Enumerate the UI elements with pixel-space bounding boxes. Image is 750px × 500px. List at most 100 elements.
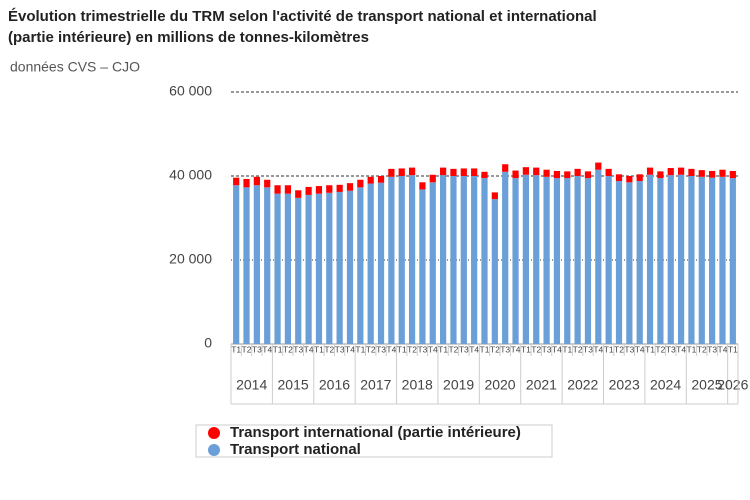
bar-segment [657,178,664,344]
bar-segment [553,178,561,344]
bar-segment [243,178,250,188]
x-tick-label: T3 [252,344,262,354]
x-tick-label: T3 [376,344,386,354]
y-tick-label: 40 000 [169,167,212,183]
bar-segment [688,168,695,176]
bar-segment [564,171,571,179]
bar-segment [636,174,643,182]
bar-segment [274,185,281,194]
year-label: 2018 [402,377,433,393]
bar-segment [388,168,395,177]
bar-segment [440,167,447,176]
year-label: 2016 [319,377,350,393]
bar-segment [677,174,685,344]
x-tick-label: T4 [718,344,728,354]
legend-box [195,424,553,458]
x-tick-label: T2 [655,344,665,354]
bar-segment [595,169,602,344]
chart-title: (partie intérieure) en millions de tonne… [8,29,369,46]
bar-segment [264,179,271,188]
bar-segment [481,178,488,344]
year-label: 2026 [717,377,748,393]
bar-segment [595,162,602,170]
y-tick-label: 20 000 [169,251,212,267]
bar-segment [274,193,281,344]
bar-segment [367,183,374,344]
bar-segment [440,175,447,344]
x-tick-label: T2 [448,344,458,354]
bar-segment [481,171,488,179]
bar-segment [667,168,674,176]
bar-segment [460,168,467,176]
bar-segment [667,175,674,344]
bar-segment [522,167,529,175]
bar-segment [398,168,405,176]
legend-label: Transport national [230,441,361,458]
x-tick-label: T2 [614,344,624,354]
x-tick-label: T3 [583,344,593,354]
x-tick-label: T1 [521,344,531,354]
bar-segment [243,187,250,344]
x-tick-label: T4 [386,344,396,354]
x-tick-label: T2 [490,344,500,354]
bar-segment [677,167,685,175]
bar-segment [709,170,716,178]
bar-segment [284,193,292,344]
year-label: 2021 [526,377,557,393]
bar-segment [398,176,405,344]
bar-segment [522,174,529,344]
x-tick-label: T4 [552,344,562,354]
bar-segment [533,175,540,344]
x-tick-label: T3 [293,344,303,354]
bar-segment [460,176,467,344]
x-tick-label: T1 [397,344,407,354]
year-label: 2024 [650,377,681,393]
bar-segment [450,168,457,176]
bar-segment [615,181,623,344]
x-tick-label: T3 [335,344,345,354]
bar-segment [709,177,716,344]
x-tick-label: T1 [645,344,655,354]
bar-segment [626,182,633,344]
x-tick-label: T1 [273,344,283,354]
x-tick-label: T1 [231,344,241,354]
bar-segment [233,177,240,186]
bar-segment [346,190,354,344]
bar-segment [315,186,323,194]
bar-segment [698,176,705,344]
x-tick-label: T2 [573,344,583,354]
year-label: 2014 [236,377,267,393]
bar-segment [615,174,623,182]
x-tick-label: T3 [459,344,469,354]
bar-segment [729,178,736,344]
bar-segment [367,176,374,184]
bar-segment [253,176,260,186]
bar-segment [553,170,561,179]
x-tick-label: T2 [407,344,417,354]
x-tick-label: T4 [511,344,521,354]
x-tick-label: T4 [676,344,686,354]
x-tick-label: T1 [438,344,448,354]
bar-segment [543,169,550,177]
bar-segment [626,176,633,183]
bar-segment [729,170,736,179]
bar-segment [429,174,436,183]
bar-segment [719,176,726,344]
bar-segment [574,168,581,176]
x-tick-label: T2 [366,344,376,354]
bar-segment [253,185,260,344]
bar-segment [305,194,312,344]
x-tick-label: T2 [531,344,541,354]
bar-segment [491,192,498,200]
x-tick-label: T4 [345,344,355,354]
bar-segment [512,178,519,344]
x-tick-label: T3 [707,344,717,354]
year-label: 2019 [443,377,474,393]
bar-segment [719,169,726,177]
year-label: 2017 [360,377,391,393]
bar-segment [326,192,333,344]
bar-segment [336,191,343,344]
x-tick-label: T4 [304,344,314,354]
bar-segment [419,182,426,190]
